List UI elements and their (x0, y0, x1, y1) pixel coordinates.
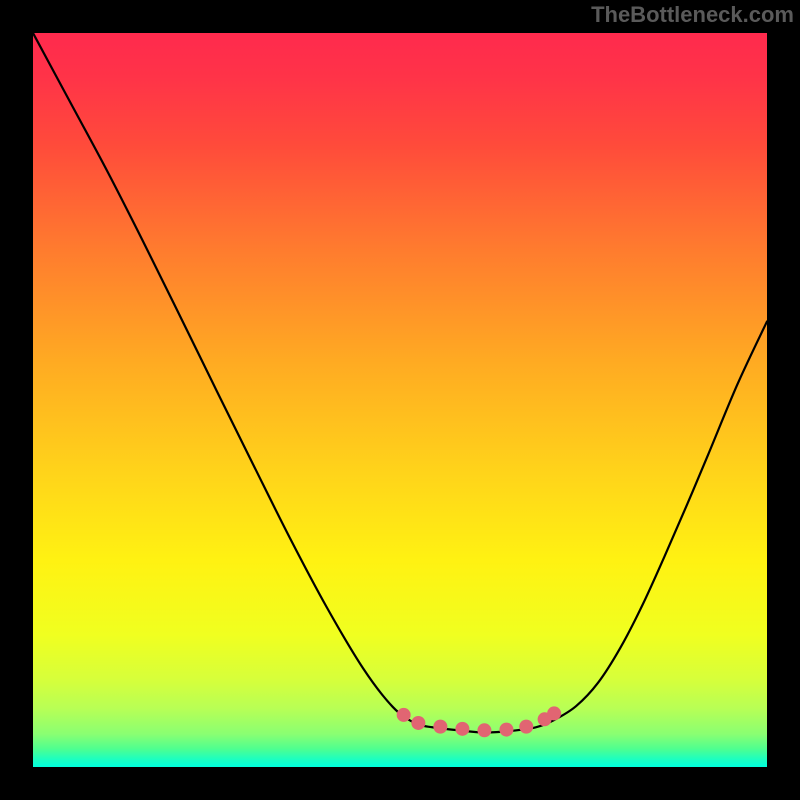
marker-dot (433, 720, 447, 734)
marker-dot (519, 720, 533, 734)
marker-dot (477, 723, 491, 737)
marker-dot (547, 706, 561, 720)
marker-dot (499, 723, 513, 737)
watermark-text: TheBottleneck.com (591, 2, 794, 28)
gradient-background (33, 33, 767, 767)
chart-svg (33, 33, 767, 767)
marker-dot (455, 722, 469, 736)
marker-dot (397, 708, 411, 722)
chart-container: TheBottleneck.com (0, 0, 800, 800)
plot-area (33, 33, 767, 767)
marker-dot (411, 716, 425, 730)
